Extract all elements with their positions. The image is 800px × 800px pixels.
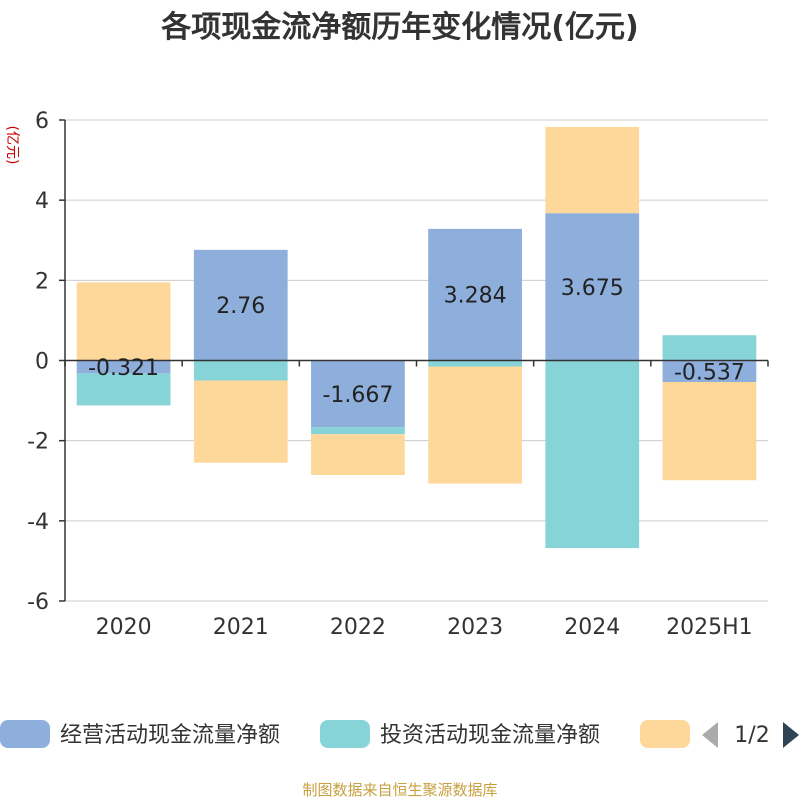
bar-segment bbox=[428, 228, 522, 361]
y-tick-label: -2 bbox=[27, 430, 49, 455]
bar-segment bbox=[193, 249, 288, 361]
legend-label: 投资活动现金流量净额 bbox=[380, 723, 600, 748]
source-note: 制图数据来自恒生聚源数据库 bbox=[302, 781, 497, 799]
bars bbox=[76, 127, 757, 549]
bar-segment bbox=[193, 380, 288, 463]
bar-segment bbox=[545, 360, 640, 549]
legend-swatch bbox=[640, 720, 690, 748]
legend: 经营活动现金流量净额 投资活动现金流量净额 1/2 bbox=[0, 720, 799, 748]
legend-label: 经营活动现金流量净额 bbox=[60, 723, 280, 748]
y-tick-label: 0 bbox=[35, 350, 49, 375]
legend-page-indicator: 1/2 bbox=[734, 723, 769, 748]
bar-segment bbox=[76, 360, 171, 374]
x-tick-label: 2025H1 bbox=[666, 615, 753, 640]
bar-segment bbox=[76, 282, 171, 361]
gridlines bbox=[65, 119, 768, 602]
data-label: 3.284 bbox=[444, 284, 507, 309]
prev-page-icon bbox=[702, 722, 718, 748]
chart-title: 各项现金流净额历年变化情况(亿元) bbox=[160, 10, 638, 45]
bar-segment bbox=[428, 360, 522, 367]
bar-segment bbox=[662, 360, 757, 383]
x-tick-label: 2023 bbox=[447, 615, 503, 640]
x-tick-label: 2020 bbox=[96, 615, 152, 640]
y-axis-label: (亿元) bbox=[4, 126, 20, 165]
y-tick-label: -4 bbox=[27, 510, 49, 535]
bar-segment bbox=[311, 427, 405, 435]
bar-segment bbox=[545, 127, 640, 214]
bar-segment bbox=[662, 335, 757, 361]
legend-swatch bbox=[0, 720, 50, 748]
bar-segment bbox=[545, 213, 640, 361]
bar-segment bbox=[76, 373, 171, 406]
bar-segment bbox=[428, 366, 522, 484]
y-tick-label: 4 bbox=[35, 189, 49, 214]
x-tick-label: 2022 bbox=[330, 615, 386, 640]
bar-segment bbox=[311, 434, 405, 476]
y-tick-label: -6 bbox=[27, 590, 49, 615]
data-label: -0.321 bbox=[88, 356, 159, 381]
x-tick-label: 2021 bbox=[213, 615, 269, 640]
next-page-icon bbox=[783, 722, 799, 748]
y-tick-label: 6 bbox=[35, 109, 49, 134]
data-label: -0.537 bbox=[674, 360, 745, 385]
data-label: 3.675 bbox=[561, 276, 624, 301]
x-tick-label: 2024 bbox=[564, 615, 620, 640]
data-label: -1.667 bbox=[322, 383, 393, 408]
bar-segment bbox=[193, 360, 288, 381]
data-labels: -0.321 2.76 -1.667 3.284 3.675 -0.537 bbox=[88, 276, 745, 408]
data-label: 2.76 bbox=[216, 294, 265, 319]
legend-swatch bbox=[320, 720, 370, 748]
axes: 6 4 2 0 -2 -4 -6 2020 2021 2022 2023 2024 2025H1 bbox=[27, 109, 769, 640]
bar-segment bbox=[662, 382, 757, 481]
y-tick-label: 2 bbox=[35, 269, 49, 294]
bar-segment bbox=[311, 360, 405, 428]
